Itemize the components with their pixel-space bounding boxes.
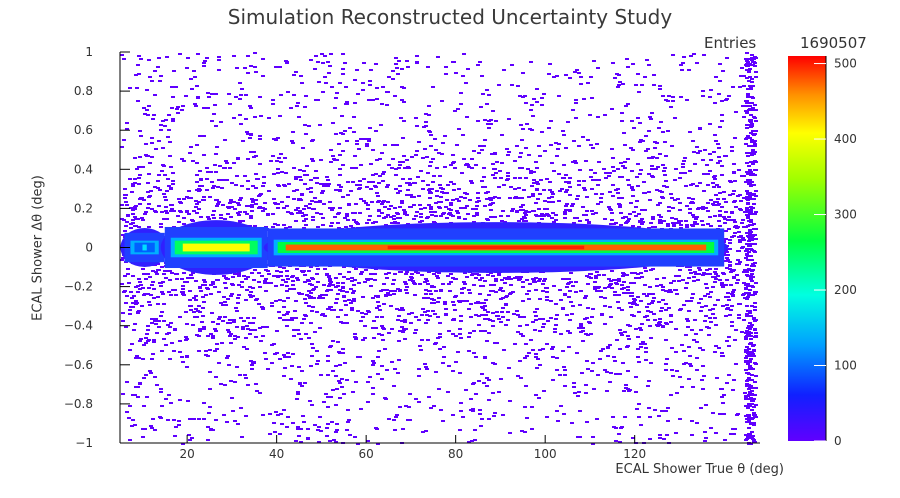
y-tick-label: −0.6 [64,358,93,372]
color-scale-tick-label: 400 [834,132,857,146]
chart-title: Simulation Reconstructed Uncertainty Stu… [227,5,673,29]
y-tick-label: −0.4 [64,319,93,333]
band-2 [263,222,729,273]
x-tick-label: 40 [269,447,284,461]
x-tick-label: 20 [179,447,194,461]
color-scale-tick-label: 100 [834,359,857,373]
color-scale-gradient [788,56,826,441]
band-0 [120,227,169,268]
color-scale-tick-label: 300 [834,208,857,222]
y-tick-label: −0.2 [64,280,93,294]
color-scale-tick-label: 0 [834,434,842,448]
heatmap-bands [120,220,729,275]
edge-cells [744,52,758,445]
stats-entries-label: Entries [704,34,757,52]
y-tick-label: 0.4 [74,162,93,176]
x-tick-label: 80 [448,447,463,461]
y-tick-label: 0.2 [74,201,93,215]
x-tick-label: 60 [359,447,374,461]
band-peak [387,245,585,250]
y-tick-label: −0.8 [64,397,93,411]
y-tick-label: −1 [75,436,93,450]
x-axis-label: ECAL Shower True θ (deg) [615,462,784,477]
band-core [182,243,250,252]
band-core [142,244,147,251]
x-tick-label: 100 [534,447,557,461]
y-tick-label: 0.6 [74,123,93,137]
color-scale-bar: 0 100 200 300 400 500 [788,56,857,448]
axes: 20 40 60 80 100 120 −1 −0.8 −0.6 −0.4 −0.2 0 0.2 0.4 0… [64,45,760,461]
stats-entries-value: 1690507 [800,34,867,52]
y-tick-label: 0.8 [74,84,93,98]
y-tick-label: 1 [85,45,93,59]
color-scale-tick-label: 200 [834,283,857,297]
y-tick-label: 0 [85,241,93,255]
color-scale-tick-label: 500 [834,57,857,71]
band-1 [160,220,272,275]
x-tick-label: 120 [623,447,646,461]
